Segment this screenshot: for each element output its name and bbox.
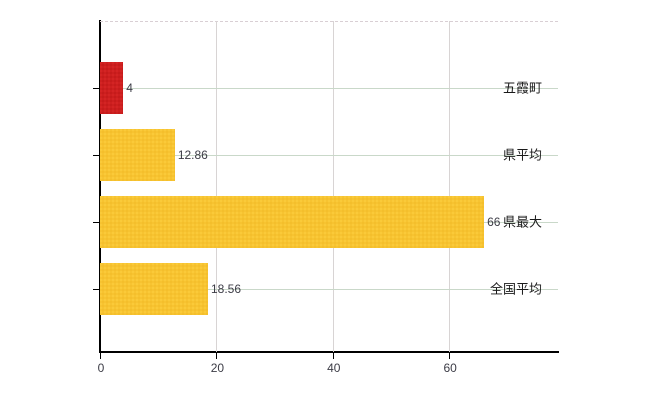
y-tick-ken-heikin [93, 155, 100, 156]
bar-ken-saidai[interactable] [100, 196, 485, 248]
x-axis-label-40: 40 [327, 361, 341, 375]
x-tick-0 [100, 353, 101, 359]
category-label-goka: 五霞町 [502, 80, 542, 96]
y-tick-zenkoku-heikin [93, 289, 100, 290]
x-axis-label-0: 0 [97, 361, 105, 375]
x-axis-label-20: 20 [210, 361, 225, 375]
y-axis-line [99, 20, 101, 353]
top-gridline [100, 21, 558, 23]
x-tick-40 [332, 353, 334, 359]
gridline-y-goka [100, 88, 558, 89]
gridline-x-60 [449, 21, 451, 352]
gridline-x-20 [216, 21, 218, 352]
x-tick-20 [216, 353, 218, 359]
value-label-zenkoku-heikin: 18.56 [211, 282, 242, 296]
bar-ken-heikin[interactable] [100, 129, 175, 181]
bar-goka[interactable] [100, 62, 124, 114]
x-axis-label-60: 60 [443, 361, 457, 375]
gridline-y-zenkoku-heikin [100, 289, 558, 290]
x-axis-line [100, 351, 559, 353]
category-label-ken-heikin: 県平均 [502, 147, 542, 163]
x-tick-60 [449, 353, 451, 359]
category-label-zenkoku-heikin: 全国平均 [489, 281, 542, 297]
plot-area [100, 21, 558, 352]
value-label-ken-heikin: 12.86 [177, 148, 208, 162]
value-label-ken-saidai: 66 [487, 215, 501, 229]
gridline-y-ken-heikin [100, 155, 558, 156]
bar-zenkoku-heikin[interactable] [100, 263, 208, 315]
category-label-ken-saidai: 県最大 [502, 214, 542, 230]
y-tick-goka [93, 88, 100, 89]
value-label-goka: 4 [126, 81, 133, 95]
y-tick-ken-saidai [93, 222, 100, 223]
gridline-x-40 [332, 21, 334, 352]
